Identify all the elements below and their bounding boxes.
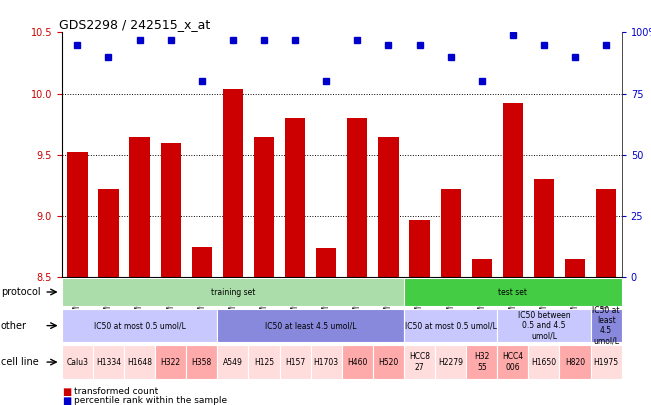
Bar <box>529 345 559 379</box>
Bar <box>93 345 124 379</box>
Bar <box>67 152 87 277</box>
Text: percentile rank within the sample: percentile rank within the sample <box>74 396 227 405</box>
Bar <box>254 136 274 277</box>
Text: H125: H125 <box>254 358 274 367</box>
Bar <box>590 309 622 342</box>
Bar <box>217 345 249 379</box>
Bar <box>373 345 404 379</box>
Text: other: other <box>1 321 27 330</box>
Text: H1648: H1648 <box>127 358 152 367</box>
Text: A549: A549 <box>223 358 243 367</box>
Text: H157: H157 <box>285 358 305 367</box>
Text: ■: ■ <box>62 387 71 396</box>
Text: H32
55: H32 55 <box>474 352 490 372</box>
Bar <box>503 103 523 277</box>
Bar <box>62 278 404 306</box>
Bar <box>404 278 622 306</box>
Text: IC50 at
least
4.5
umol/L: IC50 at least 4.5 umol/L <box>592 305 620 346</box>
Text: IC50 at most 0.5 umol/L: IC50 at most 0.5 umol/L <box>94 321 186 330</box>
Text: GDS2298 / 242515_x_at: GDS2298 / 242515_x_at <box>59 18 210 31</box>
Text: H1334: H1334 <box>96 358 121 367</box>
Bar <box>441 189 461 277</box>
Text: cell line: cell line <box>1 357 38 367</box>
Bar <box>316 248 337 277</box>
Text: transformed count: transformed count <box>74 387 158 396</box>
Bar <box>223 89 243 277</box>
Bar <box>409 220 430 277</box>
Bar <box>559 345 590 379</box>
Bar <box>62 345 93 379</box>
Bar <box>378 136 398 277</box>
Bar <box>471 259 492 277</box>
Bar <box>130 136 150 277</box>
Text: protocol: protocol <box>1 287 40 297</box>
Bar <box>435 345 466 379</box>
Bar <box>161 143 181 277</box>
Bar <box>497 309 590 342</box>
Bar <box>590 345 622 379</box>
Text: HCC4
006: HCC4 006 <box>503 352 523 372</box>
Text: IC50 between
0.5 and 4.5
umol/L: IC50 between 0.5 and 4.5 umol/L <box>518 311 570 341</box>
Text: H1703: H1703 <box>314 358 339 367</box>
Text: Calu3: Calu3 <box>66 358 89 367</box>
Bar <box>311 345 342 379</box>
Bar <box>279 345 311 379</box>
Bar <box>534 179 554 277</box>
Bar <box>596 189 616 277</box>
Text: test set: test set <box>499 288 527 296</box>
Text: training set: training set <box>211 288 255 296</box>
Text: IC50 at least 4.5 umol/L: IC50 at least 4.5 umol/L <box>265 321 356 330</box>
Bar <box>191 247 212 277</box>
Bar <box>347 118 367 277</box>
Text: H2279: H2279 <box>438 358 463 367</box>
Bar <box>186 345 217 379</box>
Text: ■: ■ <box>62 396 71 405</box>
Text: H358: H358 <box>191 358 212 367</box>
Bar <box>404 309 497 342</box>
Bar <box>62 309 217 342</box>
Bar <box>217 309 404 342</box>
Text: IC50 at most 0.5 umol/L: IC50 at most 0.5 umol/L <box>405 321 497 330</box>
Bar <box>497 345 529 379</box>
Text: H1975: H1975 <box>594 358 618 367</box>
Bar <box>466 345 497 379</box>
Bar <box>98 189 118 277</box>
Text: HCC8
27: HCC8 27 <box>409 352 430 372</box>
Bar <box>342 345 373 379</box>
Text: H322: H322 <box>161 358 181 367</box>
Bar <box>249 345 279 379</box>
Bar <box>155 345 186 379</box>
Text: H520: H520 <box>378 358 398 367</box>
Text: H1650: H1650 <box>531 358 557 367</box>
Bar <box>565 259 585 277</box>
Bar <box>124 345 155 379</box>
Text: H820: H820 <box>565 358 585 367</box>
Bar <box>404 345 435 379</box>
Bar <box>285 118 305 277</box>
Text: H460: H460 <box>347 358 368 367</box>
